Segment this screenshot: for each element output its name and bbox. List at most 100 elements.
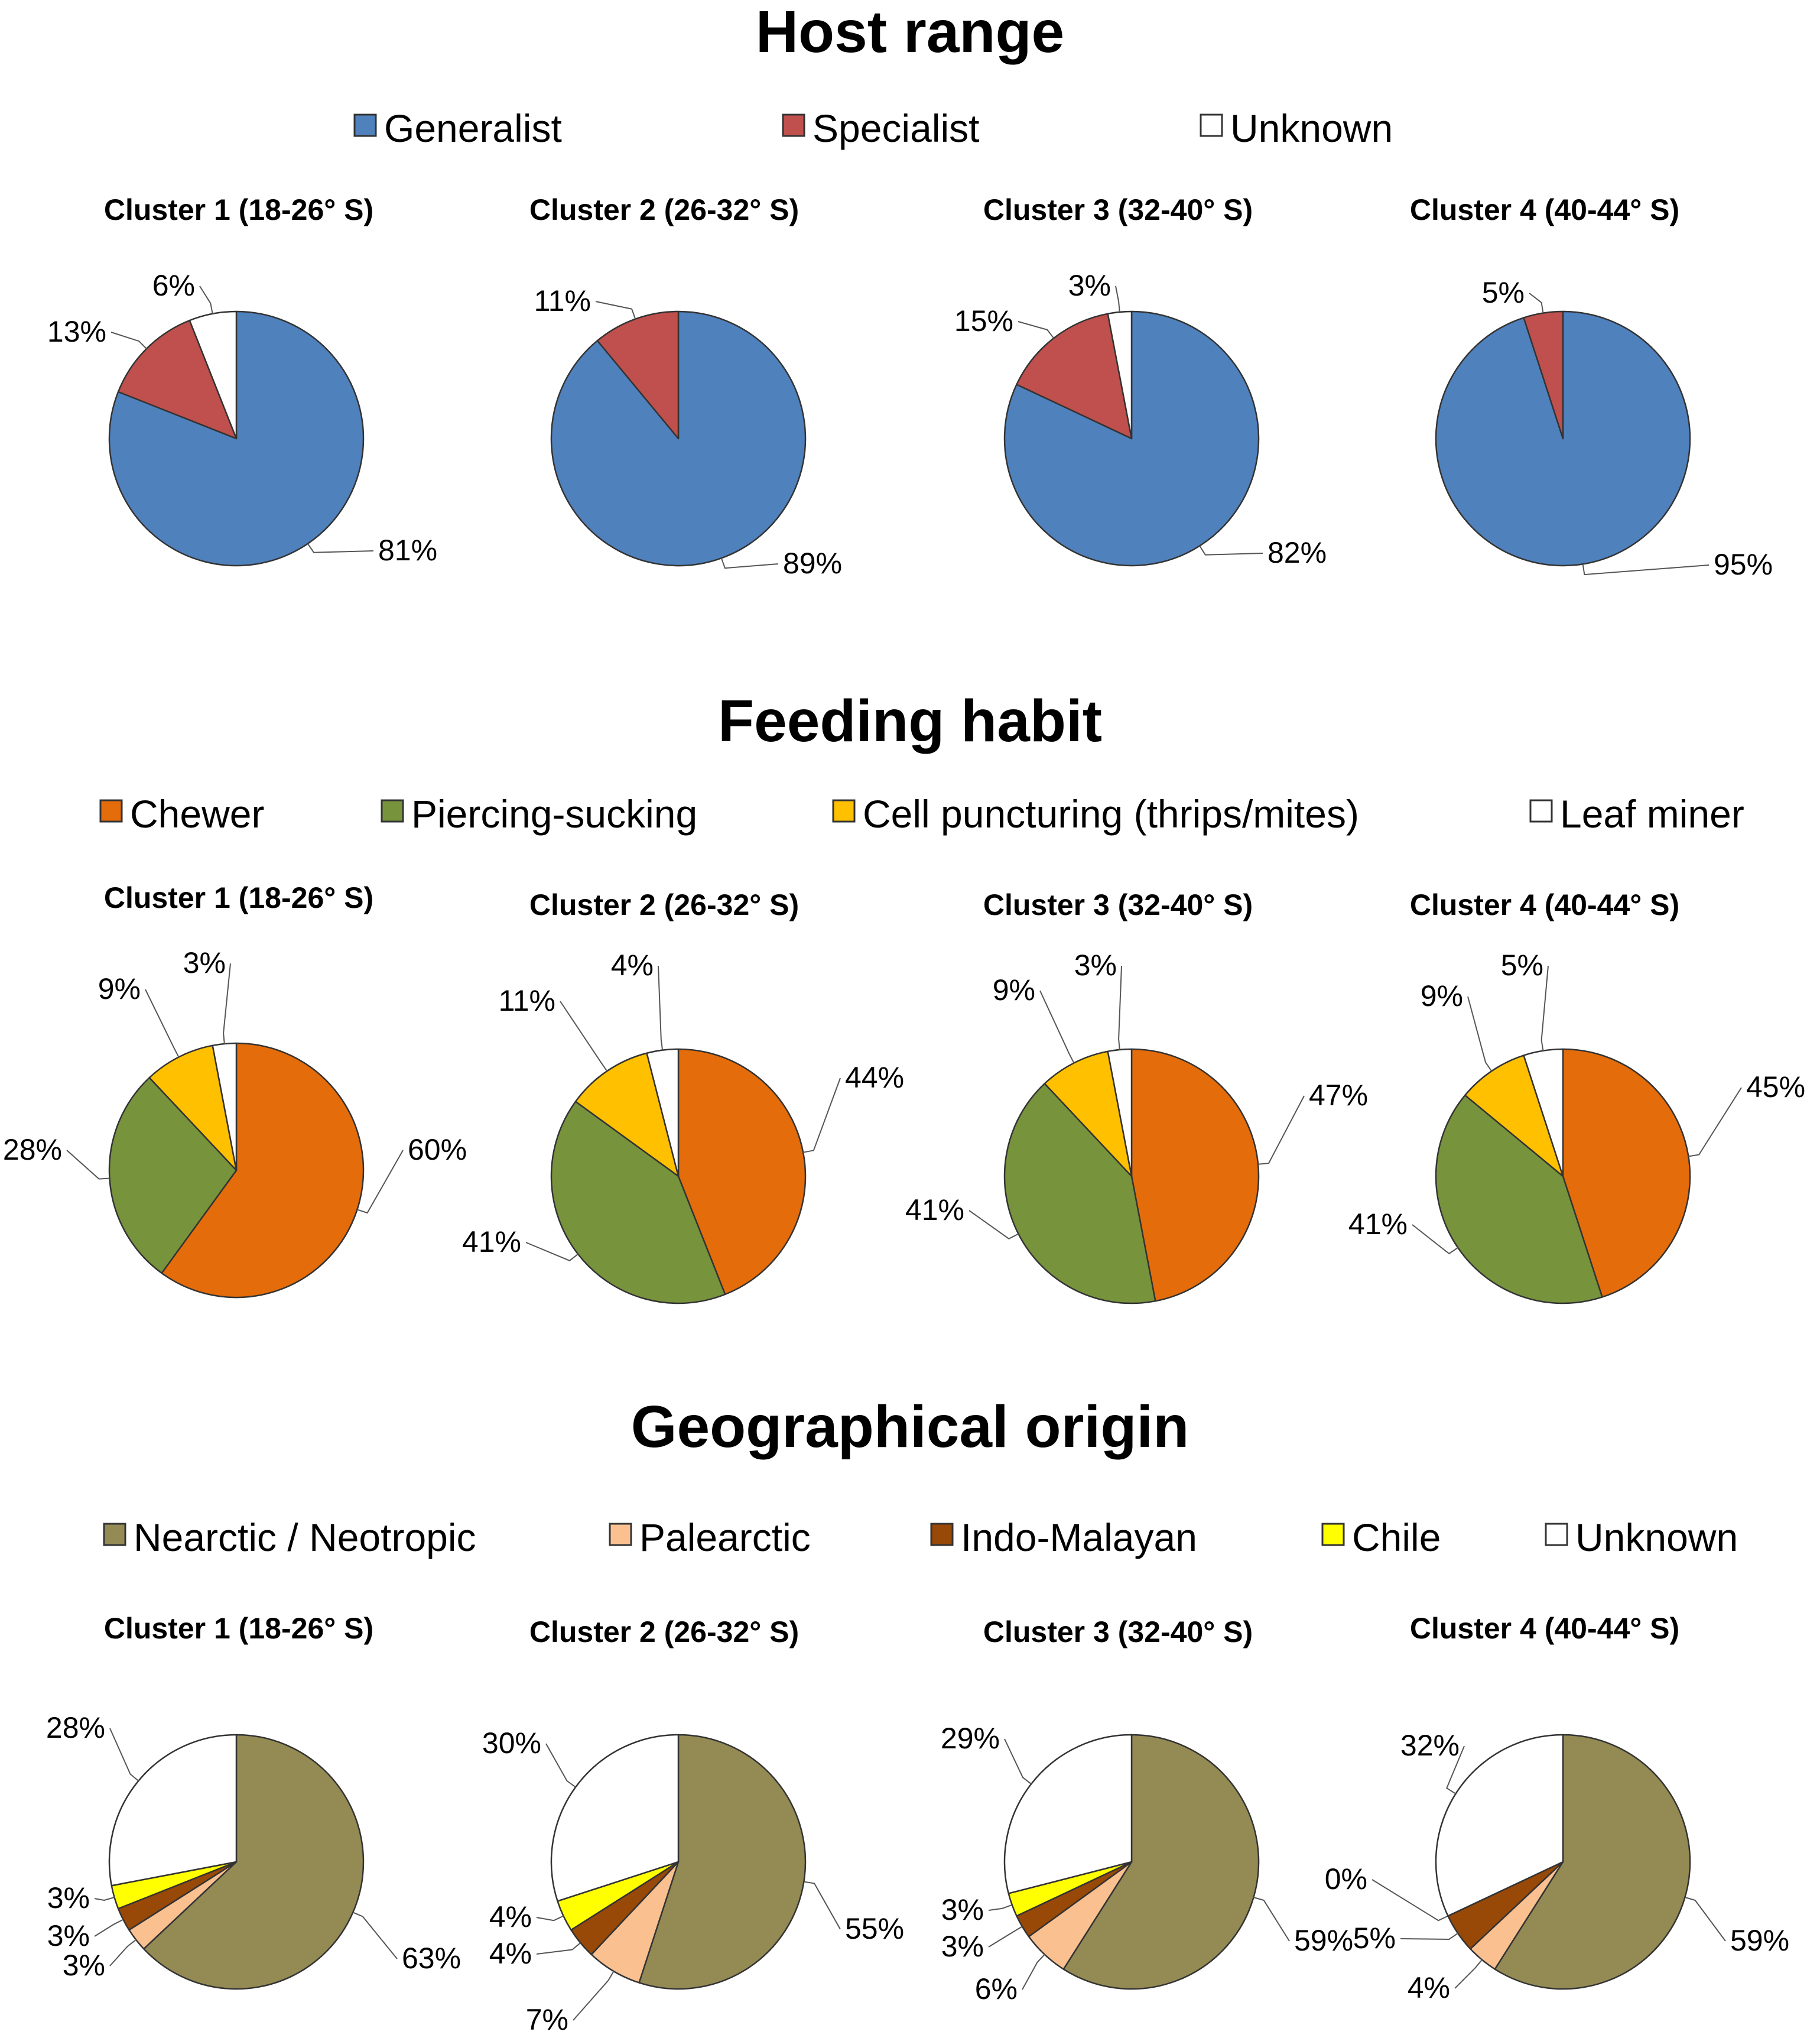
pie-slice-leaf-miner: [1523, 1048, 1564, 1177]
pie-slice-chewer: [161, 1042, 365, 1299]
slice-label-leaf-miner: 3%: [183, 946, 226, 979]
leader-line: [988, 1926, 1023, 1948]
slice-label-chile: 3%: [47, 1881, 90, 1914]
leader-line: [1199, 545, 1263, 556]
leader-line: [1039, 990, 1075, 1063]
legend-label: Specialist: [812, 106, 979, 150]
pie-title: Cluster 2 (26-32° S): [529, 193, 799, 226]
pie-slice-chewer: [677, 1048, 807, 1296]
pie-slice-specialist: [1016, 313, 1133, 440]
legend-swatch: [832, 799, 856, 823]
legend-label: Palearctic: [639, 1515, 811, 1559]
legend-swatch: [381, 799, 404, 823]
leader-line: [1115, 285, 1120, 313]
host-range-pie-cluster-4: Cluster 4 (40-44° S) 95% 5%: [1410, 193, 1773, 581]
leader-line: [536, 1915, 564, 1922]
legend-swatch: [103, 1523, 126, 1546]
feeding-habit-title: Feeding habit: [718, 688, 1102, 754]
pie-slice-specialist: [1523, 310, 1564, 440]
slice-label-unknown: 30%: [482, 1727, 541, 1760]
legend-item-nearctic-neotropic: Nearctic / Neotropic: [103, 1515, 476, 1559]
leader-line: [1582, 564, 1710, 576]
legend-item-generalist: Generalist: [353, 106, 562, 150]
legend-label: Unknown: [1575, 1515, 1738, 1559]
pie-slice-leaf-miner: [646, 1048, 680, 1177]
legend-item-chile: Chile: [1321, 1515, 1441, 1559]
geographical-origin-pie-cluster-2: Cluster 2 (26-32° S) 55% 7% 4% 4% 30%: [482, 1615, 904, 2036]
leader-line: [968, 1210, 1019, 1239]
slice-label-indo-malayan: 3%: [941, 1930, 984, 1963]
legend-label: Generalist: [384, 106, 562, 150]
legend-item-indo-malayan: Indo-Malayan: [930, 1515, 1197, 1559]
leader-line: [110, 332, 147, 349]
slice-label-chewer: 44%: [845, 1061, 904, 1094]
pie-title: Cluster 4 (40-44° S): [1410, 1612, 1679, 1645]
legend-label: Cell puncturing (thrips/mites): [863, 792, 1359, 836]
feeding-habit-pie-cluster-2: Cluster 2 (26-32° S) 44% 41% 11% 4%: [462, 888, 904, 1304]
slice-label-nearctic-neotropic: 59%: [1730, 1924, 1789, 1957]
slice-label-nearctic-neotropic: 59%: [1294, 1924, 1353, 1957]
slice-label-palearctic: 7%: [526, 2003, 568, 2036]
slice-label-unknown: 6%: [152, 269, 195, 302]
pie-slice-piercing-sucking: [550, 1101, 726, 1304]
leader-line: [94, 1897, 115, 1901]
slice-label-piercing-sucking: 41%: [462, 1225, 521, 1258]
legend-item-unknown: Unknown: [1200, 106, 1393, 150]
legend-swatch: [930, 1523, 954, 1546]
pie-slice-nearctic-neotropic: [1494, 1734, 1691, 1990]
pie-title: Cluster 4 (40-44° S): [1410, 193, 1679, 226]
slice-label-piercing-sucking: 28%: [3, 1133, 62, 1166]
host-range-pie-cluster-3: Cluster 3 (32-40° S) 82% 15% 3%: [954, 193, 1327, 569]
leader-line: [145, 989, 180, 1057]
pie-slice-generalist: [1003, 310, 1260, 567]
legend-item-specialist: Specialist: [782, 106, 979, 150]
slice-label-generalist: 95%: [1714, 548, 1773, 581]
legend-label: Nearctic / Neotropic: [134, 1515, 476, 1559]
slice-label-leaf-miner: 4%: [611, 949, 654, 982]
pie-slice-unknown: [188, 310, 238, 440]
leader-line: [804, 1881, 841, 1930]
pie-title: Cluster 3 (32-40° S): [983, 1615, 1253, 1648]
slice-label-indo-malayan: 4%: [489, 1937, 532, 1970]
slice-label-piercing-sucking: 41%: [905, 1193, 964, 1226]
slice-label-generalist: 89%: [783, 547, 842, 580]
slice-label-unknown: 29%: [941, 1722, 1000, 1755]
slice-label-specialist: 5%: [1482, 276, 1525, 309]
slice-label-chile: 0%: [1325, 1862, 1367, 1896]
leader-line: [1372, 1879, 1448, 1922]
slice-label-generalist: 81%: [378, 534, 437, 567]
leader-line: [560, 1001, 608, 1072]
pie-slice-unknown: [1003, 1734, 1133, 1894]
pie-title: Cluster 1 (18-26° S): [104, 1612, 373, 1645]
pie-slice-specialist: [117, 319, 238, 440]
leader-line: [1118, 965, 1122, 1050]
legend-label: Leaf miner: [1560, 792, 1744, 836]
leader-line: [1688, 1087, 1742, 1157]
pie-title: Cluster 2 (26-32° S): [529, 1615, 799, 1648]
pie-title: Cluster 2 (26-32° S): [529, 888, 799, 921]
pie-slice-specialist: [596, 310, 680, 440]
leader-line: [1004, 1738, 1032, 1784]
legend-item-cell-puncturing-thrips-mites: Cell puncturing (thrips/mites): [832, 792, 1359, 836]
pie-slice-unknown: [108, 1734, 238, 1887]
legend-swatch: [1529, 799, 1553, 823]
pie-slice-piercing-sucking: [1003, 1083, 1156, 1304]
pie-slice-cell-puncturing-thrips-mites: [148, 1044, 238, 1171]
leader-line: [307, 543, 374, 553]
leader-line: [536, 1942, 581, 1955]
slice-label-cell-puncturing-thrips-mites: 11%: [499, 984, 555, 1017]
leader-line: [720, 557, 779, 569]
geographical-origin-pie-cluster-4: Cluster 4 (40-44° S) 59% 4% 5% 0% 32%: [1325, 1612, 1789, 2004]
leader-line: [1685, 1897, 1726, 1942]
leader-line: [357, 1150, 404, 1214]
slice-label-leaf-miner: 3%: [1074, 949, 1117, 982]
leader-line: [545, 1743, 576, 1788]
slice-label-chewer: 60%: [408, 1133, 467, 1166]
leader-line: [1257, 1095, 1305, 1165]
leader-line: [1022, 1954, 1045, 1990]
leader-line: [352, 1912, 398, 1959]
pie-slice-cell-puncturing-thrips-mites: [1044, 1050, 1133, 1177]
leader-line: [1018, 321, 1054, 339]
geographical-origin-title: Geographical origin: [631, 1394, 1190, 1460]
geographical-origin-pie-cluster-1: Cluster 1 (18-26° S)63%3%3%3%28%: [46, 1612, 461, 1990]
